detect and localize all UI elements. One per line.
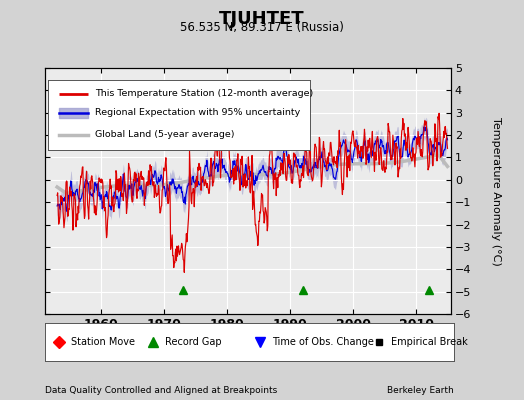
Text: Time of Obs. Change: Time of Obs. Change <box>272 337 374 347</box>
Text: TJUHTET: TJUHTET <box>219 10 305 28</box>
Y-axis label: Temperature Anomaly (°C): Temperature Anomaly (°C) <box>491 117 501 265</box>
Text: Berkeley Earth: Berkeley Earth <box>387 386 453 395</box>
Text: Empirical Break: Empirical Break <box>391 337 467 347</box>
Text: Global Land (5-year average): Global Land (5-year average) <box>95 130 235 139</box>
Text: Station Move: Station Move <box>71 337 135 347</box>
Text: Record Gap: Record Gap <box>166 337 222 347</box>
Text: 56.535 N, 89.317 E (Russia): 56.535 N, 89.317 E (Russia) <box>180 21 344 34</box>
Text: Data Quality Controlled and Aligned at Breakpoints: Data Quality Controlled and Aligned at B… <box>45 386 277 395</box>
Text: This Temperature Station (12-month average): This Temperature Station (12-month avera… <box>95 90 314 98</box>
Text: Regional Expectation with 95% uncertainty: Regional Expectation with 95% uncertaint… <box>95 108 301 118</box>
